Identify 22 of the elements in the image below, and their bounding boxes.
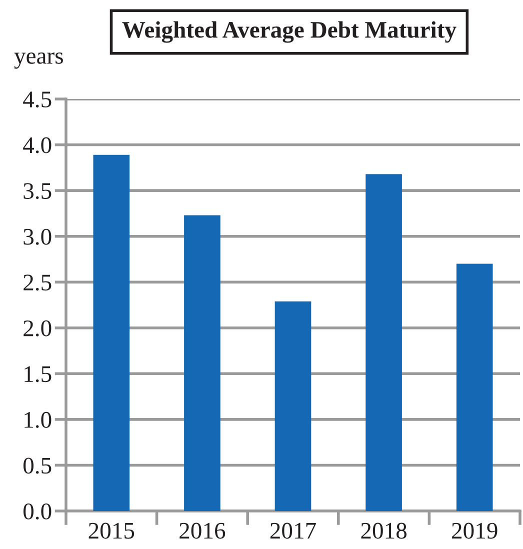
y-tick-label: 0.5 xyxy=(23,458,52,474)
y-tick-label: 1.5 xyxy=(24,366,52,382)
y-tick-label: 3.0 xyxy=(24,228,52,245)
bar xyxy=(366,174,402,511)
x-tick-label: 2019 xyxy=(452,522,498,539)
x-tick-label: 2018 xyxy=(361,522,407,539)
x-tick-label: 2015 xyxy=(88,522,134,539)
y-tick-label: 4.0 xyxy=(23,137,52,154)
y-axis-title: years xyxy=(14,52,63,69)
y-tick-label: 2.5 xyxy=(24,274,52,291)
chart-title: Weighted Average Debt Maturity xyxy=(122,21,456,43)
x-tick-label: 2016 xyxy=(180,522,226,539)
y-tick-label: 4.5 xyxy=(23,92,52,108)
y-tick-label: 2.0 xyxy=(24,320,52,336)
x-tick-label: 2017 xyxy=(270,522,316,539)
bar xyxy=(184,215,220,511)
bar xyxy=(456,264,493,511)
bar xyxy=(274,301,312,511)
y-tick-label: 1.0 xyxy=(24,412,52,428)
y-tick-label: 0.0 xyxy=(23,503,52,520)
bar xyxy=(93,154,130,511)
y-tick-label: 3.5 xyxy=(24,183,52,200)
